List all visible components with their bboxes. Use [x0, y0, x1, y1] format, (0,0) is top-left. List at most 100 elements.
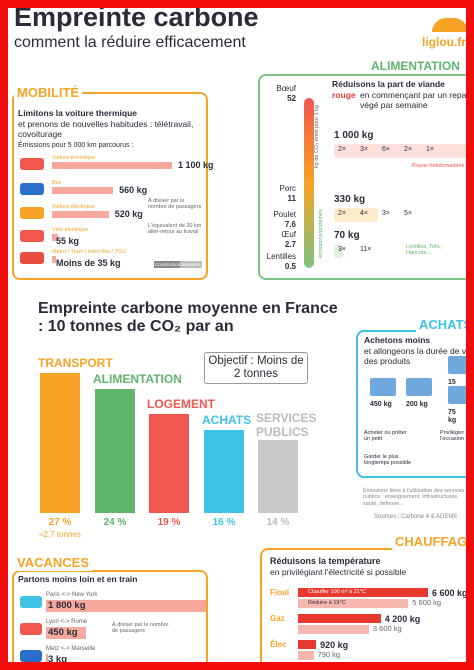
item-label: Bus [52, 180, 62, 186]
bar [95, 388, 135, 513]
product-icon [406, 378, 432, 396]
bar [52, 211, 109, 218]
section-heading: ALIMENTATION [368, 59, 463, 74]
item-label: Voiture électrique [52, 204, 95, 210]
value-label: 4 200 kg [384, 614, 421, 624]
legend-item: Chauffer 100 m² à 21°C [308, 589, 367, 595]
section-heading: VACANCES [14, 555, 92, 571]
side-note: L'équivalent de 20 km aller-retour au tr… [148, 223, 202, 236]
legend-swatch [180, 261, 202, 268]
food-label: Bœuf [276, 84, 296, 93]
holiday-panel [12, 570, 208, 662]
value-label: 520 kg [114, 209, 143, 219]
bar [46, 600, 206, 612]
value-label: 14 % [266, 517, 290, 528]
bar [149, 414, 189, 513]
side-note: À diviser par le nombre de passagers [148, 198, 202, 211]
menu-count: 5× [404, 210, 412, 217]
section-heading: CHAUFFAGE [392, 534, 466, 550]
menu-count: 6× [382, 146, 390, 153]
food-label: Porc [279, 184, 296, 193]
lead-red: rouge [332, 90, 356, 100]
logo: liglou.fr [422, 35, 466, 49]
bar [204, 430, 244, 513]
menu-count: 2× [338, 146, 346, 153]
product-icon [448, 356, 466, 374]
lead: Partons moins loin et en train [18, 574, 138, 584]
menu-bar [334, 244, 344, 258]
transport-icon [20, 596, 42, 608]
axis-label: kg de CO₂ émis pour 1 kg [314, 105, 320, 168]
transport-icon [20, 650, 42, 662]
vehicle-icon [20, 183, 44, 195]
mobility-panel [12, 92, 208, 280]
bar [258, 440, 298, 513]
menu-count: 1× [426, 146, 434, 153]
bar [298, 588, 428, 597]
scale-bar [304, 98, 314, 268]
vehicle-icon [20, 158, 44, 170]
product-icon [448, 386, 466, 404]
bar [298, 651, 314, 660]
food-value: 2.7 [284, 240, 296, 249]
food-panel [258, 74, 466, 280]
bar [298, 625, 369, 634]
axis-label: émissions/protéines [318, 209, 324, 258]
item-label: Voiture thermique [52, 155, 96, 161]
legend-item: Construction [155, 262, 181, 267]
value-label: 55 kg [56, 236, 80, 246]
bar [52, 234, 58, 241]
food-value: 0.5 [284, 262, 296, 271]
energy-label: Gaz [270, 614, 285, 623]
menu-count: 2× [338, 210, 346, 217]
category-label: ALIMENTATION [93, 371, 182, 386]
sources: Sources : Carbone 4 & ADEME [374, 514, 458, 520]
food-label: Lentilles [266, 252, 296, 261]
menu-count: 3× [360, 146, 368, 153]
section-heading: ACHATS [416, 317, 466, 333]
food-value: 7.6 [284, 220, 296, 229]
menu-value: 330 kg [334, 194, 366, 205]
energy-label: Élec [270, 640, 287, 649]
food-label: Œuf [281, 230, 296, 239]
lead: en commençant par un repas végé par sema… [360, 90, 471, 110]
item-label: Vélo électrique [52, 227, 89, 233]
title: Empreinte carbone [14, 2, 259, 32]
product-value: 200 kg [404, 400, 430, 411]
lead-bold: Réduisons la température [270, 556, 381, 566]
route: Paris <-> New York [46, 592, 98, 598]
lead: et prenons de nouvelles habitudes : télé… [18, 119, 194, 139]
purchase-panel [356, 330, 466, 478]
veg-note: Lentilles, Tofu, Haricots... [406, 244, 442, 257]
bar [298, 640, 317, 649]
menu-note: Repas hebdomadaire [412, 163, 465, 169]
menu-bar [334, 144, 466, 158]
bar [46, 627, 86, 639]
bar [46, 654, 48, 662]
category-label: TRANSPORT [38, 356, 113, 370]
transport-icon [20, 623, 42, 635]
menu-count: 3× [338, 246, 346, 253]
value-label: 560 kg [119, 185, 148, 195]
lead: et allongeons la durée de vie des produi… [364, 346, 473, 366]
side-note: À diviser par le nombre de passagers [112, 622, 169, 635]
section-heading: MOBILITÉ [14, 85, 83, 101]
goal: Objectif : Moins de 2 tonnes [204, 352, 308, 385]
menu-count: 4× [360, 210, 368, 217]
tip: Garder le plus longtemps possible [364, 454, 412, 467]
value-label: 3 kg [48, 654, 68, 665]
value-label: 1 800 kg [48, 600, 86, 611]
menu-count: 2× [404, 146, 412, 153]
route: Metz <-> Marseille [46, 646, 96, 652]
annotation: ≈2,7 tonnes [39, 530, 81, 539]
menu-count: 11× [360, 246, 372, 253]
value-label: 450 kg [48, 627, 78, 638]
subtitle: comment la réduire efficacement [14, 34, 246, 51]
legend-item: Réduire à 19°C [308, 600, 346, 606]
value-label: 3 600 kg [372, 624, 402, 633]
value-label: 6 600 kg [432, 588, 468, 598]
value-label: 5 600 kg [412, 598, 442, 607]
value-label: 790 kg [317, 650, 341, 659]
menu-value: 1 000 kg [334, 130, 374, 141]
